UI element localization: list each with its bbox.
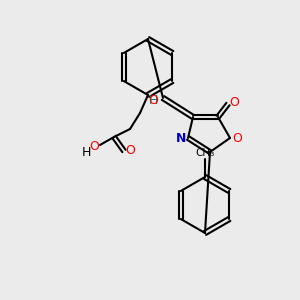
Text: N: N	[176, 131, 186, 145]
Text: CH₃: CH₃	[195, 148, 214, 158]
Text: O: O	[148, 94, 158, 106]
Text: O: O	[125, 145, 135, 158]
Text: H: H	[81, 146, 91, 160]
Text: O: O	[232, 131, 242, 145]
Text: O: O	[229, 95, 239, 109]
Text: H: H	[148, 94, 158, 106]
Text: O: O	[89, 140, 99, 154]
